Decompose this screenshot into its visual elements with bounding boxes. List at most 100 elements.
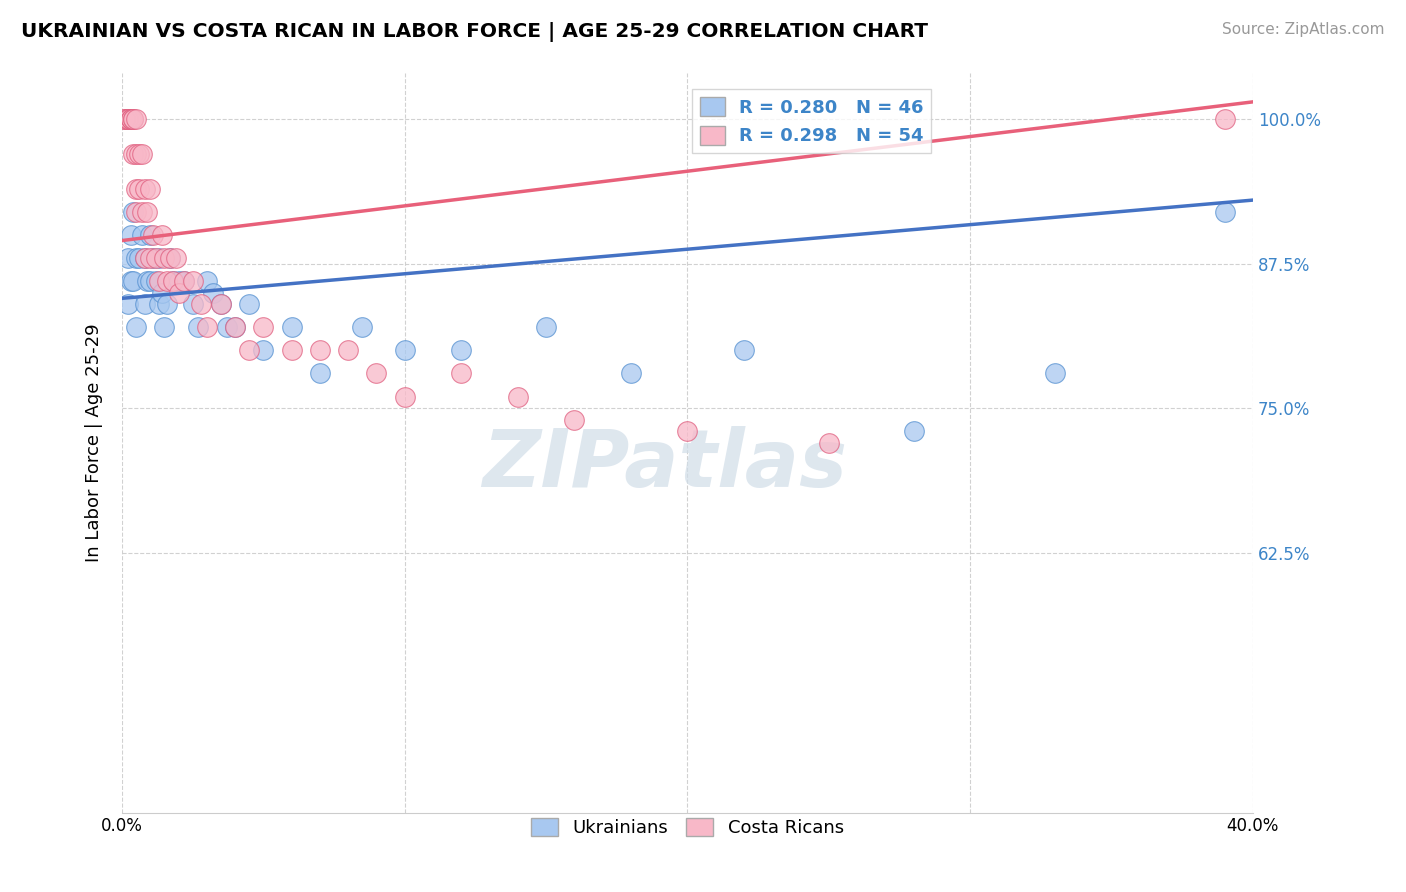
Point [120, 227, 142, 242]
Point [153, 251, 176, 265]
Point [134, 251, 156, 265]
Point [181, 297, 204, 311]
Point [114, 112, 136, 127]
Point [125, 112, 148, 127]
Point [394, 343, 416, 358]
Point [173, 274, 195, 288]
Point [620, 367, 643, 381]
Point [139, 227, 162, 242]
Point [209, 297, 232, 311]
Point [120, 112, 142, 127]
Point [148, 297, 170, 311]
Y-axis label: In Labor Force | Age 25-29: In Labor Force | Age 25-29 [86, 324, 103, 562]
Point [209, 297, 232, 311]
Point [564, 412, 586, 426]
Point [134, 297, 156, 311]
Point [139, 251, 162, 265]
Point [125, 181, 148, 195]
Point [122, 204, 145, 219]
Point [238, 343, 260, 358]
Point [142, 251, 165, 265]
Point [117, 112, 139, 127]
Point [903, 424, 925, 438]
Point [167, 285, 190, 300]
Point [117, 297, 139, 311]
Point [159, 251, 181, 265]
Point [337, 343, 360, 358]
Point [534, 320, 557, 334]
Point [394, 390, 416, 404]
Point [352, 320, 374, 334]
Point [156, 297, 179, 311]
Point [280, 320, 302, 334]
Point [134, 251, 156, 265]
Point [224, 320, 246, 334]
Point [122, 112, 145, 127]
Point [125, 147, 148, 161]
Point [145, 251, 167, 265]
Point [131, 204, 153, 219]
Point [136, 274, 159, 288]
Point [145, 274, 167, 288]
Point [148, 274, 170, 288]
Point [125, 320, 148, 334]
Point [252, 320, 274, 334]
Point [187, 320, 209, 334]
Point [156, 274, 179, 288]
Point [450, 343, 472, 358]
Point [224, 320, 246, 334]
Point [309, 367, 332, 381]
Point [195, 274, 218, 288]
Point [128, 147, 150, 161]
Point [215, 320, 238, 334]
Point [120, 112, 142, 127]
Point [733, 343, 755, 358]
Point [159, 251, 181, 265]
Point [238, 297, 260, 311]
Point [134, 181, 156, 195]
Point [120, 274, 142, 288]
Point [252, 343, 274, 358]
Text: Source: ZipAtlas.com: Source: ZipAtlas.com [1222, 22, 1385, 37]
Point [366, 367, 388, 381]
Point [125, 204, 148, 219]
Point [120, 112, 142, 127]
Point [117, 112, 139, 127]
Point [190, 297, 212, 311]
Point [142, 227, 165, 242]
Point [181, 274, 204, 288]
Point [131, 147, 153, 161]
Point [506, 390, 529, 404]
Point [817, 435, 839, 450]
Point [150, 285, 173, 300]
Point [153, 320, 176, 334]
Point [1043, 367, 1066, 381]
Point [128, 181, 150, 195]
Legend: Ukrainians, Costa Ricans: Ukrainians, Costa Ricans [523, 811, 851, 844]
Point [125, 251, 148, 265]
Point [173, 274, 195, 288]
Point [150, 227, 173, 242]
Point [280, 343, 302, 358]
Point [114, 112, 136, 127]
Point [1213, 204, 1236, 219]
Point [122, 274, 145, 288]
Point [122, 112, 145, 127]
Point [201, 285, 224, 300]
Point [139, 274, 162, 288]
Point [117, 112, 139, 127]
Point [195, 320, 218, 334]
Point [309, 343, 332, 358]
Point [131, 227, 153, 242]
Point [676, 424, 699, 438]
Point [122, 147, 145, 161]
Point [114, 112, 136, 127]
Point [165, 251, 187, 265]
Point [162, 274, 184, 288]
Point [450, 367, 472, 381]
Text: ZIPatlas: ZIPatlas [482, 426, 848, 504]
Text: UKRAINIAN VS COSTA RICAN IN LABOR FORCE | AGE 25-29 CORRELATION CHART: UKRAINIAN VS COSTA RICAN IN LABOR FORCE … [21, 22, 928, 42]
Point [162, 274, 184, 288]
Point [148, 251, 170, 265]
Point [167, 274, 190, 288]
